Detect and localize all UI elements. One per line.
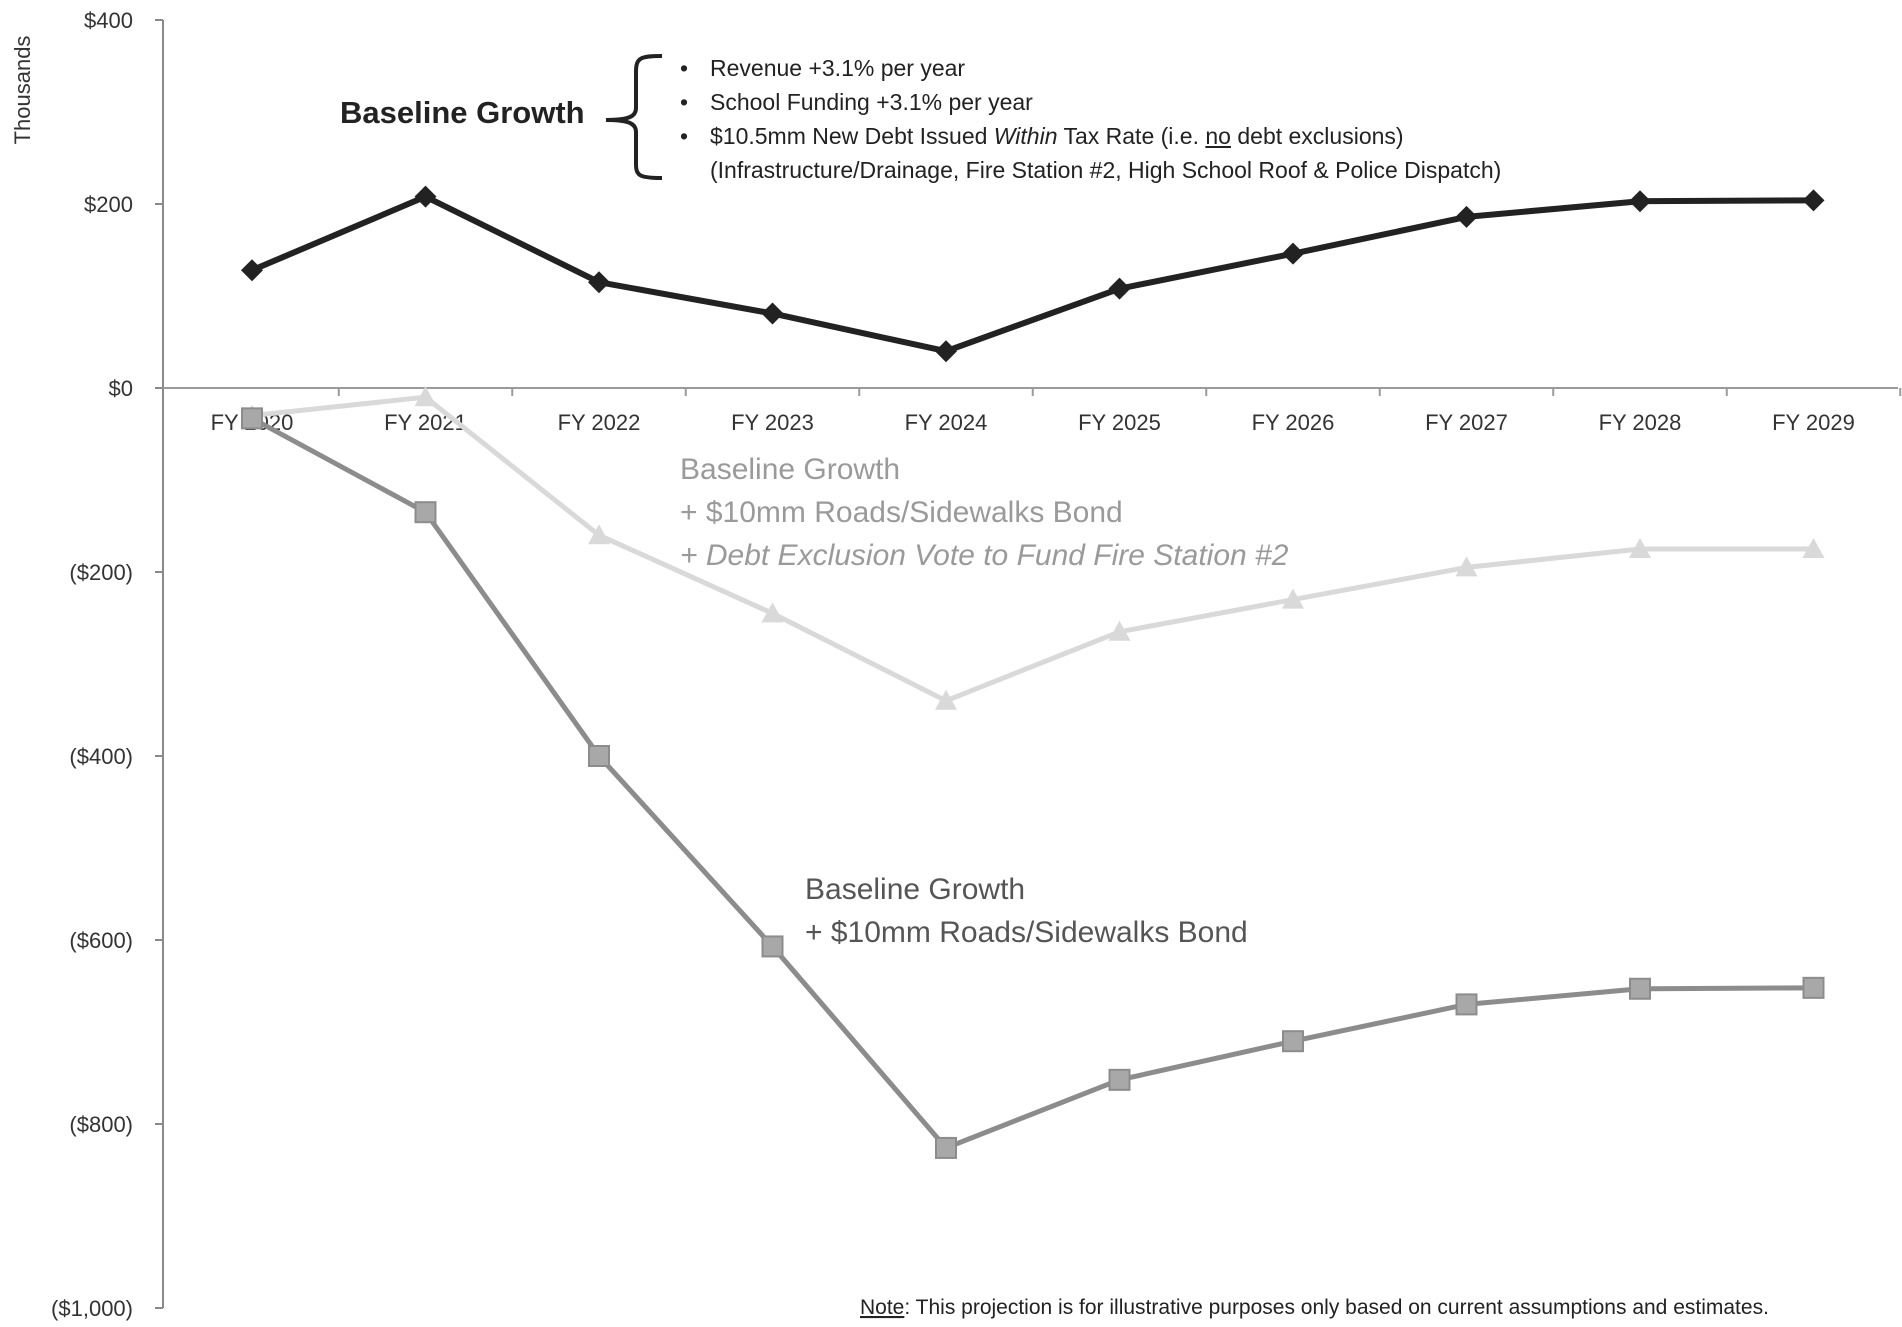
series-0 bbox=[241, 185, 1825, 363]
data-point bbox=[1802, 538, 1825, 558]
x-tick-label: FY 2023 bbox=[731, 410, 814, 435]
x-tick-label: FY 2028 bbox=[1599, 410, 1682, 435]
data-point bbox=[1629, 977, 1651, 1000]
series-line bbox=[250, 416, 1814, 1151]
x-tick-label: FY 2022 bbox=[558, 410, 641, 435]
x-tick-label: FY 2026 bbox=[1252, 410, 1335, 435]
data-point bbox=[241, 259, 263, 282]
data-point bbox=[1629, 538, 1651, 558]
y-axis-label: Thousands bbox=[10, 36, 35, 145]
data-point bbox=[1455, 993, 1478, 1016]
data-point bbox=[935, 1136, 957, 1159]
baseline-assumptions: • Revenue +3.1% per year • School Funding … bbox=[680, 51, 1501, 187]
baseline-growth-label: Baseline Growth bbox=[340, 95, 585, 130]
data-point bbox=[1455, 205, 1478, 228]
bullet-school-funding: • School Funding +3.1% per year bbox=[680, 89, 1033, 115]
data-point bbox=[414, 386, 437, 407]
y-tick-label: $0 bbox=[109, 376, 133, 401]
data-point bbox=[1802, 976, 1825, 999]
x-tick-label: FY 2024 bbox=[905, 410, 988, 435]
data-point bbox=[1108, 277, 1131, 300]
data-point bbox=[588, 271, 610, 294]
y-tick-label: ($800) bbox=[69, 1112, 133, 1137]
x-tick-label: FY 2027 bbox=[1425, 410, 1508, 435]
y-tick-label: ($400) bbox=[69, 744, 133, 769]
x-tick-label: FY 2029 bbox=[1772, 410, 1855, 435]
data-point bbox=[414, 185, 437, 208]
data-point bbox=[588, 524, 610, 545]
bullet-new-debt: • $10.5mm New Debt Issued Within Tax Rate… bbox=[680, 123, 1404, 149]
y-tick-label: ($200) bbox=[69, 560, 133, 585]
series-1 bbox=[241, 386, 1825, 710]
x-tick-label: FY 2021 bbox=[384, 410, 467, 435]
data-point bbox=[935, 689, 957, 710]
y-tick-label: ($1,000) bbox=[51, 1296, 133, 1321]
bullet-detail: (Infrastructure/Drainage, Fire Station #… bbox=[710, 157, 1502, 183]
data-point bbox=[1629, 190, 1651, 213]
data-point bbox=[1108, 620, 1131, 641]
y-tick-label: ($600) bbox=[69, 928, 133, 953]
series-line bbox=[251, 394, 1814, 704]
data-point bbox=[1282, 242, 1304, 265]
data-point bbox=[935, 340, 957, 363]
footnote: Note: This projection is for illustrativ… bbox=[860, 1296, 1769, 1319]
data-point bbox=[414, 501, 437, 524]
data-point bbox=[241, 407, 263, 430]
series-2 bbox=[241, 407, 1825, 1159]
bullet-revenue: • Revenue +3.1% per year bbox=[680, 55, 966, 81]
data-point bbox=[1108, 1068, 1131, 1091]
data-point bbox=[1282, 588, 1304, 609]
roads-bond-series-label: Baseline Growth + $10mm Roads/Sidewalks … bbox=[805, 873, 1248, 949]
y-tick-label: $400 bbox=[84, 8, 133, 33]
footnote-label: Note bbox=[860, 1296, 904, 1319]
fire-station-series-label: Baseline Growth + $10mm Roads/Sidewalks … bbox=[680, 453, 1289, 572]
data-point bbox=[1802, 189, 1825, 212]
x-tick-label: FY 2025 bbox=[1078, 410, 1161, 435]
data-point bbox=[1455, 556, 1478, 577]
data-point bbox=[761, 602, 784, 623]
series-line bbox=[250, 193, 1814, 355]
data-point bbox=[1282, 1030, 1304, 1053]
footnote-text: : This projection is for illustrative pu… bbox=[904, 1296, 1769, 1319]
data-point bbox=[588, 745, 610, 767]
y-tick-label: $200 bbox=[84, 192, 133, 217]
data-point bbox=[761, 302, 784, 325]
series-layer bbox=[241, 185, 1825, 1159]
data-point bbox=[761, 935, 784, 958]
